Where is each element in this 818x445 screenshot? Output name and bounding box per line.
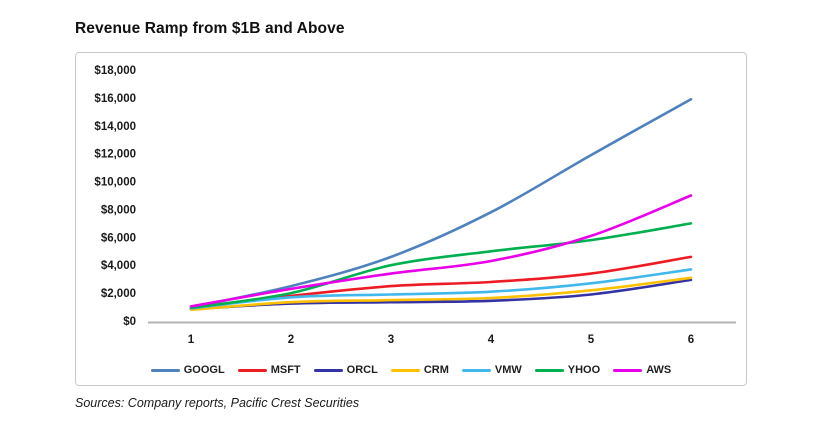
series-line-GOOGL [189,98,693,309]
legend-label-VMW: VMW [494,364,522,376]
legend-label-YHOO: YHOO [567,364,601,376]
chart-legend: GOOGL MSFT ORCL CRM VMW YHOO AWS [76,364,746,376]
legend-item-AWS: AWS [613,364,671,376]
series-line-VMW [189,268,693,310]
x-tick-label: 4 [488,334,495,346]
legend-item-CRM: CRM [390,364,449,376]
y-tick-label: $10,000 [94,177,136,189]
legend-label-ORCL: ORCL [346,364,378,376]
chart-title: Revenue Ramp from $1B and Above [75,20,345,37]
legend-swatch-AWS [613,368,643,372]
y-tick-label: $16,000 [94,93,136,105]
series-line-AWS [189,194,693,308]
legend-swatch-MSFT [237,368,267,372]
x-tick-label: 3 [388,334,394,346]
line-chart: $0 $2,000 $4,000 $6,000 $8,000 $10,000 $12,000… [94,65,736,346]
x-tick-label: 1 [188,334,195,346]
legend-item-GOOGL: GOOGL [150,364,225,376]
y-tick-label: $0 [123,316,136,328]
legend-item-VMW: VMW [461,364,522,376]
chart-panel: $0 $2,000 $4,000 $6,000 $8,000 $10,000 $12,000… [75,52,747,386]
y-tick-label: $2,000 [101,288,136,300]
y-tick-label: $8,000 [101,204,136,216]
source-note: Sources: Company reports, Pacific Crest … [75,396,360,410]
x-tick-label: 6 [688,334,694,346]
y-tick-label: $18,000 [94,65,136,77]
legend-swatch-CRM [390,368,420,372]
legend-swatch-ORCL [313,368,343,372]
x-tick-label: 5 [588,334,595,346]
y-tick-label: $14,000 [94,121,136,133]
legend-item-YHOO: YHOO [534,364,601,376]
y-tick-label: $12,000 [94,149,136,161]
y-tick-label: $6,000 [101,232,136,244]
x-tick-label: 2 [288,334,294,346]
legend-label-MSFT: MSFT [270,364,301,376]
legend-item-ORCL: ORCL [313,364,378,376]
legend-label-AWS: AWS [646,364,672,376]
legend-item-MSFT: MSFT [237,364,301,376]
legend-swatch-YHOO [534,368,564,372]
legend-swatch-VMW [461,368,491,372]
legend-swatch-GOOGL [150,368,180,372]
legend-label-GOOGL: GOOGL [183,364,225,376]
series-line-CRM [189,276,693,312]
y-tick-label: $4,000 [101,260,136,272]
series-line-YHOO [189,222,693,310]
legend-label-CRM: CRM [423,364,449,376]
